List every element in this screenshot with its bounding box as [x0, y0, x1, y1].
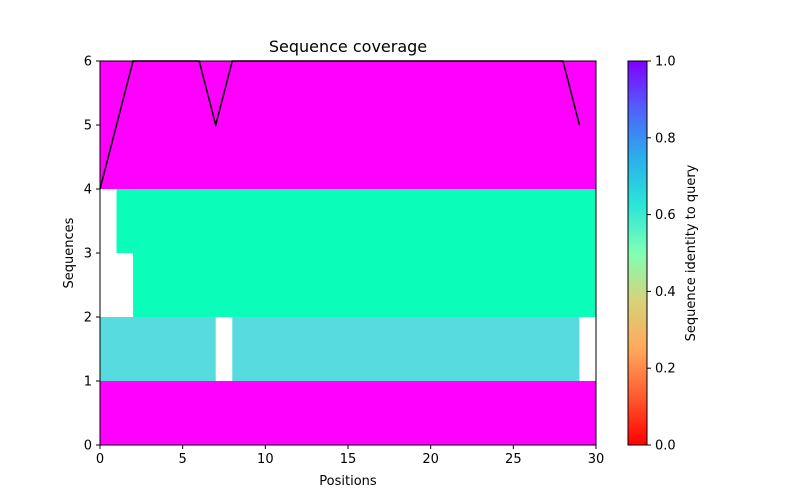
colorbar-gradient [627, 60, 648, 446]
x-axis-label: Positions [319, 474, 377, 489]
plot-area [100, 61, 597, 445]
x-axis: 0 5 10 15 20 25 30 [96, 445, 604, 467]
y-tick-label-1: 1 [84, 375, 92, 390]
coverage-cell-row-0-seg-0 [100, 381, 596, 445]
colorbar-tick-label-0.8: 0.8 [655, 131, 676, 146]
y-axis-label: Sequences [62, 217, 77, 288]
y-tick-label-4: 4 [84, 183, 92, 198]
x-tick-label-5: 5 [179, 452, 187, 467]
colorbar-tick-label-1.0: 1.0 [655, 55, 676, 70]
colorbar-tick-label-0.6: 0.6 [655, 208, 676, 223]
coverage-cell-row-2-seg-0 [133, 253, 597, 317]
colorbar-ticks: 0.0 0.2 0.4 0.6 0.8 1.0 [647, 55, 676, 454]
x-tick-label-0: 0 [96, 452, 104, 467]
colorbar-tick-label-0.4: 0.4 [655, 285, 676, 300]
coverage-cell-row-3-seg-0 [116, 189, 597, 253]
x-tick-label-20: 20 [422, 452, 439, 467]
coverage-cell-row-1-seg-0 [100, 317, 216, 381]
colorbar-label: Sequence identity to query [684, 164, 699, 341]
colorbar-tick-label-0.2: 0.2 [655, 362, 676, 377]
x-tick-label-15: 15 [340, 452, 357, 467]
x-tick-label-25: 25 [505, 452, 522, 467]
colorbar-tick-label-0.0: 0.0 [655, 439, 676, 454]
x-tick-label-10: 10 [257, 452, 274, 467]
y-tick-label-2: 2 [84, 311, 92, 326]
y-tick-label-3: 3 [84, 247, 92, 262]
x-tick-label-30: 30 [588, 452, 605, 467]
coverage-cell-row-1-seg-1 [232, 317, 580, 381]
y-tick-label-6: 6 [84, 55, 92, 70]
y-axis: 0 1 2 3 4 5 6 [84, 55, 100, 454]
y-tick-label-0: 0 [84, 439, 92, 454]
y-tick-label-5: 5 [84, 119, 92, 134]
chart-title: Sequence coverage [269, 37, 427, 56]
coverage-cell-row-4-seg-0 [100, 125, 596, 189]
colorbar: 0.0 0.2 0.4 0.6 0.8 1.0 Sequence identity to … [627, 55, 699, 454]
coverage-cell-row-5-seg-0 [100, 61, 596, 125]
